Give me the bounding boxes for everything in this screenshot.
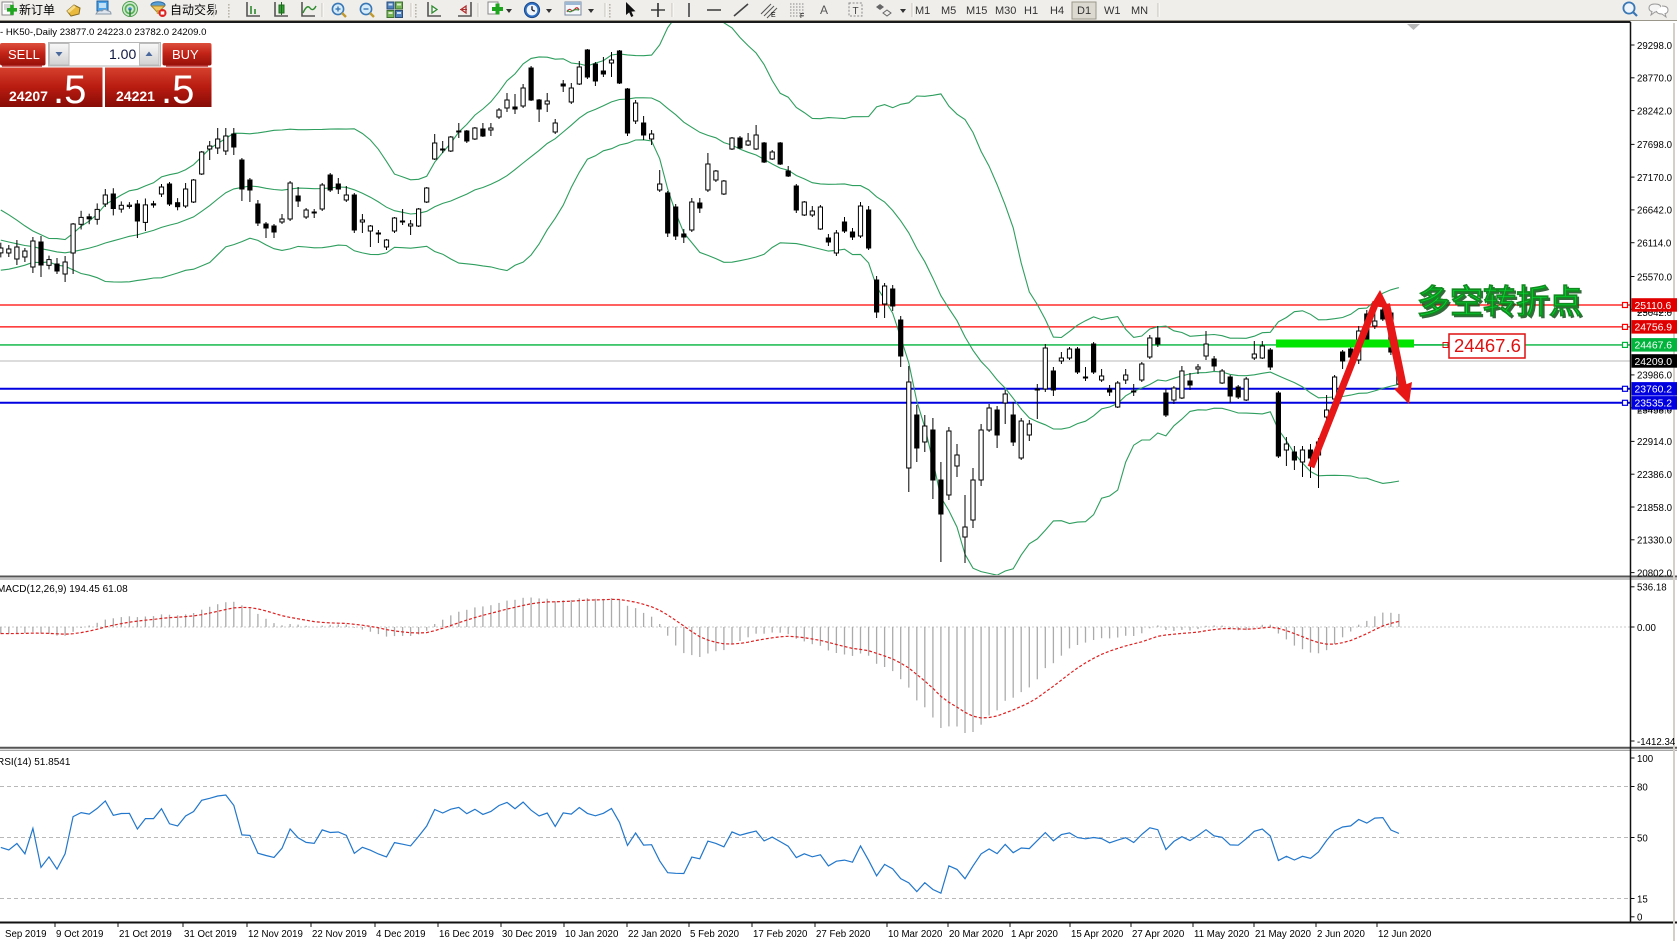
svg-text:24221: 24221 xyxy=(116,88,155,104)
svg-text:12 Nov 2019: 12 Nov 2019 xyxy=(248,929,303,940)
svg-text:E: E xyxy=(771,12,776,19)
svg-text:多空转折点: 多空转折点 xyxy=(1417,283,1582,320)
svg-text:24467.6: 24467.6 xyxy=(1454,335,1521,356)
svg-text:28770.0: 28770.0 xyxy=(1637,74,1673,85)
svg-text:21858.0: 21858.0 xyxy=(1637,503,1673,514)
svg-text:16 Dec 2019: 16 Dec 2019 xyxy=(439,929,494,940)
svg-text:MACD(12,26,9) 194.45 61.08: MACD(12,26,9) 194.45 61.08 xyxy=(0,584,128,595)
svg-text:24467.6: 24467.6 xyxy=(1635,341,1673,352)
svg-text:2 Jun 2020: 2 Jun 2020 xyxy=(1317,929,1366,940)
svg-text:.5: .5 xyxy=(161,68,194,112)
svg-text:.5: .5 xyxy=(53,68,86,112)
svg-text:MN: MN xyxy=(1131,5,1148,17)
svg-text:D1: D1 xyxy=(1077,5,1091,17)
svg-text:50: 50 xyxy=(1637,833,1648,844)
svg-text:4 Dec 2019: 4 Dec 2019 xyxy=(376,929,426,940)
svg-text:0.00: 0.00 xyxy=(1637,623,1656,634)
svg-text:15: 15 xyxy=(1637,894,1648,905)
svg-text:- HK50-,Daily 23877.0 24223.0: - HK50-,Daily 23877.0 24223.0 23782.0 24… xyxy=(0,27,206,38)
svg-text:536.18: 536.18 xyxy=(1637,583,1667,594)
svg-text:A: A xyxy=(820,3,828,17)
svg-text:27 Apr 2020: 27 Apr 2020 xyxy=(1132,929,1185,940)
svg-text:25570.0: 25570.0 xyxy=(1637,272,1673,283)
svg-text:RSI(14) 51.8541: RSI(14) 51.8541 xyxy=(0,757,71,768)
svg-text:SELL: SELL xyxy=(8,47,40,62)
svg-text:22386.0: 22386.0 xyxy=(1637,470,1673,481)
svg-text:10 Mar 2020: 10 Mar 2020 xyxy=(888,929,943,940)
svg-text:11 May 2020: 11 May 2020 xyxy=(1194,929,1250,940)
svg-text:9 Oct 2019: 9 Oct 2019 xyxy=(56,929,103,940)
svg-text:22 Nov 2019: 22 Nov 2019 xyxy=(312,929,367,940)
svg-text:1.00: 1.00 xyxy=(109,46,136,62)
svg-text:100: 100 xyxy=(1637,754,1654,765)
svg-text:T: T xyxy=(853,6,859,17)
svg-text:27 Feb 2020: 27 Feb 2020 xyxy=(816,929,871,940)
svg-text:31 Oct 2019: 31 Oct 2019 xyxy=(184,929,237,940)
svg-text:23535.2: 23535.2 xyxy=(1635,399,1673,410)
svg-text:10 Jan 2020: 10 Jan 2020 xyxy=(565,929,619,940)
svg-text:21330.0: 21330.0 xyxy=(1637,536,1673,547)
svg-text:23986.0: 23986.0 xyxy=(1637,371,1673,382)
svg-text:21 May 2020: 21 May 2020 xyxy=(1255,929,1312,940)
svg-text:5 Feb 2020: 5 Feb 2020 xyxy=(690,929,740,940)
svg-text:自动交易: 自动交易 xyxy=(170,2,218,17)
svg-text:27698.0: 27698.0 xyxy=(1637,140,1673,151)
svg-text:17 Feb 2020: 17 Feb 2020 xyxy=(753,929,808,940)
svg-text:20 Mar 2020: 20 Mar 2020 xyxy=(949,929,1004,940)
svg-text:H4: H4 xyxy=(1050,5,1064,17)
svg-text:21 Oct 2019: 21 Oct 2019 xyxy=(119,929,172,940)
svg-text:30 Dec 2019: 30 Dec 2019 xyxy=(502,929,557,940)
svg-text:26642.0: 26642.0 xyxy=(1637,206,1673,217)
svg-text:12 Jun 2020: 12 Jun 2020 xyxy=(1378,929,1432,940)
svg-text:27170.0: 27170.0 xyxy=(1637,173,1673,184)
svg-text:BUY: BUY xyxy=(172,47,199,62)
svg-text:M30: M30 xyxy=(995,5,1016,17)
svg-text:20802.0: 20802.0 xyxy=(1637,568,1673,579)
svg-text:0: 0 xyxy=(1637,913,1643,924)
svg-text:F: F xyxy=(800,13,804,20)
svg-text:24209.0: 24209.0 xyxy=(1635,357,1673,368)
svg-text:W1: W1 xyxy=(1104,5,1121,17)
svg-text:22914.0: 22914.0 xyxy=(1637,437,1673,448)
svg-text:24207: 24207 xyxy=(9,88,48,104)
svg-text:-1412.34: -1412.34 xyxy=(1637,737,1676,748)
svg-text:25110.6: 25110.6 xyxy=(1635,301,1672,312)
svg-text:22 Jan 2020: 22 Jan 2020 xyxy=(628,929,682,940)
svg-text:1 Apr 2020: 1 Apr 2020 xyxy=(1011,929,1058,940)
svg-text:M5: M5 xyxy=(941,5,956,17)
svg-text:23760.2: 23760.2 xyxy=(1635,385,1673,396)
svg-text:24756.9: 24756.9 xyxy=(1635,323,1673,334)
svg-text:15 Apr 2020: 15 Apr 2020 xyxy=(1071,929,1124,940)
svg-text:26114.0: 26114.0 xyxy=(1637,239,1672,250)
svg-text:M15: M15 xyxy=(966,5,987,17)
svg-text:H1: H1 xyxy=(1024,5,1038,17)
svg-text:新订单: 新订单 xyxy=(19,2,55,17)
svg-text:28242.0: 28242.0 xyxy=(1637,106,1673,117)
svg-text:29298.0: 29298.0 xyxy=(1637,41,1673,52)
svg-text:M1: M1 xyxy=(915,5,930,17)
svg-text:80: 80 xyxy=(1637,782,1648,793)
svg-text:Sep 2019: Sep 2019 xyxy=(5,929,46,940)
